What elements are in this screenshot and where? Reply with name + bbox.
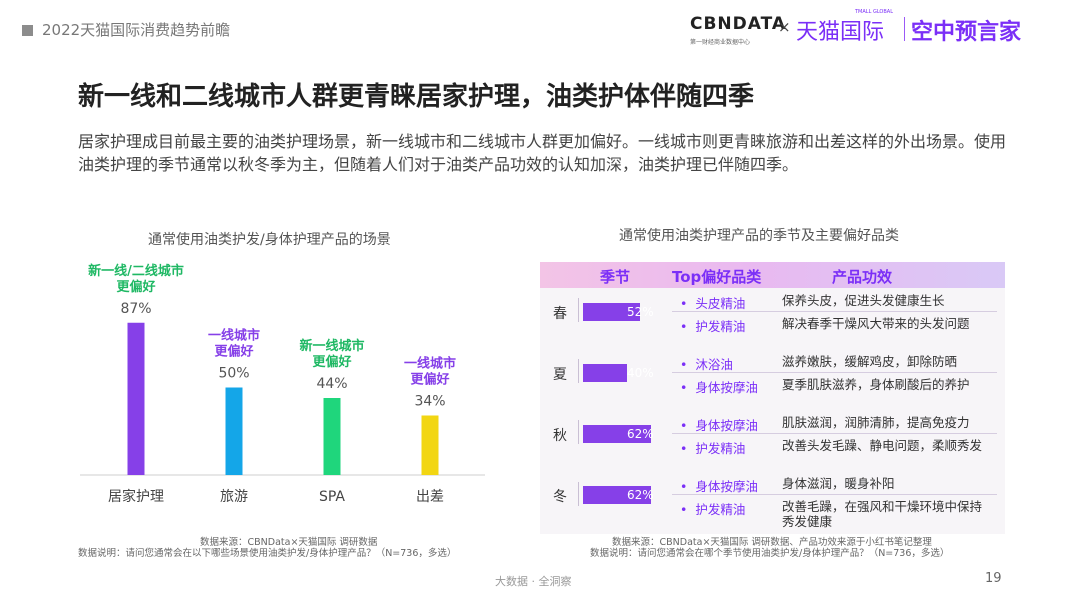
season-bar-label: 62% bbox=[627, 488, 654, 502]
kongzhong-logo: 空中预言家 bbox=[911, 20, 1022, 45]
product-item: • 身体按摩油 bbox=[680, 380, 758, 395]
season-bar-label: 62% bbox=[627, 427, 654, 441]
logo-separator: × bbox=[778, 18, 791, 36]
slide-description: 居家护理成目前最主要的油类护理场景，新一线城市和二线城市人群更加偏好。一线城市则… bbox=[78, 132, 1007, 174]
left-chart-title: 通常使用油类护发/身体护理产品的场景 bbox=[148, 232, 391, 248]
effect-text: 身体滋润，暖身补阳 bbox=[782, 476, 895, 491]
effect-text: 肌肤滋润，润肺清肺，提高免疫力 bbox=[782, 415, 970, 430]
season-table-header bbox=[540, 262, 1005, 288]
season-bar-label: 52% bbox=[627, 305, 654, 319]
header-effect: 产品功效 bbox=[832, 268, 893, 286]
effect-text: 夏季肌肤滋养，身体刷酸后的养护 bbox=[782, 377, 970, 392]
product-name: 身体按摩油 bbox=[695, 418, 758, 433]
row-separator bbox=[672, 311, 997, 312]
season-label: 冬 bbox=[553, 489, 567, 505]
report-title: 2022天猫国际消费趋势前瞻 bbox=[42, 21, 231, 39]
bar-annotation: 更偏好 bbox=[312, 354, 351, 370]
header-top-category: Top偏好品类 bbox=[672, 268, 762, 286]
effect-text: 改善毛躁，在强风和干燥环境中保持秀发健康 bbox=[782, 499, 983, 529]
cbndata-logo-subtitle: 第一财经商业数据中心 bbox=[690, 39, 751, 46]
product-item: • 沐浴油 bbox=[680, 357, 733, 372]
x-tick-label: SPA bbox=[319, 489, 345, 505]
bar-value-label: 34% bbox=[414, 394, 445, 410]
season-bar bbox=[583, 425, 652, 443]
x-tick-label: 出差 bbox=[416, 489, 444, 505]
product-item: • 身体按摩油 bbox=[680, 418, 758, 433]
bar-value-label: 50% bbox=[218, 366, 249, 382]
product-item: • 护发精油 bbox=[680, 441, 746, 456]
bar-annotation: 更偏好 bbox=[214, 344, 253, 360]
season-bar bbox=[583, 364, 627, 382]
effect-text: 滋养嫩肤，缓解鸡皮，卸除防晒 bbox=[782, 354, 958, 369]
season-divider bbox=[578, 420, 579, 444]
x-tick-label: 居家护理 bbox=[108, 488, 164, 505]
scenario-bar-chart: 87%新一线/二线城市更偏好居家护理50%一线城市更偏好旅游44%新一线城市更偏… bbox=[80, 263, 485, 505]
product-name: 护发精油 bbox=[695, 319, 746, 334]
row-separator bbox=[672, 372, 997, 373]
bar-annotation: 新一线/二线城市 bbox=[88, 263, 184, 279]
bar-annotation: 更偏好 bbox=[116, 279, 155, 295]
row-separator bbox=[672, 433, 997, 434]
season-bar bbox=[583, 486, 652, 504]
bar bbox=[225, 387, 243, 475]
season-divider bbox=[578, 359, 579, 383]
bar-annotation: 一线城市 bbox=[208, 328, 260, 344]
right-panel-source: 数据来源：CBNData×天猫国际 调研数据、产品功效来源于小红书笔记整理 bbox=[612, 537, 932, 548]
page-number: 19 bbox=[985, 571, 1002, 586]
product-item: • 护发精油 bbox=[680, 502, 746, 517]
season-divider bbox=[578, 298, 579, 322]
bar-value-label: 87% bbox=[120, 301, 151, 317]
season-divider bbox=[578, 482, 579, 506]
bar bbox=[127, 322, 145, 475]
season-bar-label: 40% bbox=[627, 366, 654, 380]
product-name: 身体按摩油 bbox=[695, 479, 758, 494]
bar-annotation: 一线城市 bbox=[404, 356, 456, 372]
right-panel-title: 通常使用油类护理产品的季节及主要偏好品类 bbox=[619, 228, 899, 244]
product-name: 沐浴油 bbox=[695, 357, 733, 372]
logo-divider bbox=[904, 17, 905, 41]
effect-text: 保养头皮，促进头发健康生长 bbox=[782, 293, 945, 308]
bar bbox=[421, 415, 439, 475]
header-square-icon bbox=[22, 25, 33, 36]
product-item: • 身体按摩油 bbox=[680, 479, 758, 494]
product-item: • 护发精油 bbox=[680, 319, 746, 334]
season-table: 季节 Top偏好品类 产品功效 春 52% • 头皮精油 保养头皮，促进头发健康… bbox=[540, 262, 1005, 534]
season-label: 夏 bbox=[553, 367, 567, 383]
footer-tagline: 大数据 · 全洞察 bbox=[495, 575, 572, 588]
product-name: 护发精油 bbox=[695, 441, 746, 456]
right-panel-note: 数据说明：请问您通常会在哪个季节使用油类护发/身体护理产品？（N=736，多选） bbox=[590, 548, 950, 559]
season-bar bbox=[583, 303, 641, 321]
bar-annotation: 新一线城市 bbox=[299, 338, 364, 354]
bar bbox=[323, 398, 341, 475]
season-label: 春 bbox=[553, 306, 567, 322]
cbndata-logo: CBNDATA bbox=[690, 14, 787, 34]
x-tick-label: 旅游 bbox=[220, 489, 248, 505]
tmall-global-logo: 天猫国际 bbox=[796, 20, 885, 45]
slide-title: 新一线和二线城市人群更青睐居家护理，油类护体伴随四季 bbox=[78, 82, 755, 112]
bar-annotation: 更偏好 bbox=[410, 372, 449, 388]
bar-value-label: 44% bbox=[316, 376, 347, 392]
effect-text: 解决春季干燥风大带来的头发问题 bbox=[782, 316, 970, 331]
product-name: 头皮精油 bbox=[695, 296, 746, 311]
header-season: 季节 bbox=[600, 268, 631, 286]
season-label: 秋 bbox=[553, 428, 567, 444]
effect-text: 改善头发毛躁、静电问题，柔顺秀发 bbox=[782, 438, 983, 453]
product-name: 护发精油 bbox=[695, 502, 746, 517]
tmall-global-logo-subtitle: TMALL GLOBAL bbox=[855, 9, 894, 15]
product-name: 身体按摩油 bbox=[695, 380, 758, 395]
row-separator bbox=[672, 494, 997, 495]
left-chart-source: 数据来源：CBNData×天猫国际 调研数据 bbox=[200, 537, 378, 548]
left-chart-note: 数据说明：请问您通常会在以下哪些场景使用油类护发/身体护理产品？（N=736，多… bbox=[78, 548, 457, 559]
product-item: • 头皮精油 bbox=[680, 296, 746, 311]
